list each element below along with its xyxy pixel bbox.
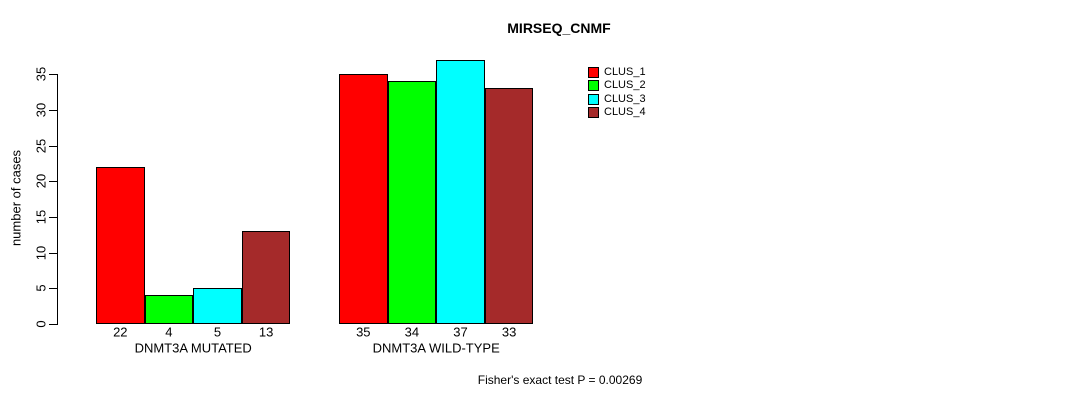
y-tick [49,145,57,147]
bar-value-label: 37 [453,324,468,340]
legend-item: CLUS_1 [588,66,646,79]
bar-value-label: 5 [213,324,222,340]
bar-value-label: 35 [356,324,371,340]
bar [96,166,145,324]
bar [144,295,194,324]
legend-swatch [588,67,599,79]
y-tick [49,109,57,111]
y-tick-label: 10 [33,245,49,260]
y-tick-label: 5 [33,284,49,292]
y-tick [49,74,57,76]
bar-value-label: 33 [501,324,517,340]
y-tick-label: 0 [33,320,49,328]
bar-value-label: 22 [113,324,128,340]
legend-label: CLUS_3 [604,92,646,105]
legend-item: CLUS_3 [588,93,646,106]
y-tick-label: 35 [33,66,49,82]
y-axis-line [57,74,58,325]
legend-swatch [588,93,599,105]
chart-title: MIRSEQ_CNMF [507,20,611,36]
legend-item: CLUS_4 [588,106,646,119]
y-tick [49,216,57,218]
y-tick [49,288,57,290]
legend-swatch [588,107,599,119]
legend-swatch [588,80,599,92]
bar-value-label: 34 [404,324,420,340]
bar [241,231,291,324]
legend-label: CLUS_2 [604,79,646,92]
bar [193,288,242,324]
bar-value-label: 4 [165,324,173,340]
bar-value-label: 13 [258,324,274,340]
y-tick [49,181,57,183]
legend-label: CLUS_1 [604,66,646,79]
bar [484,88,534,324]
legend-label: CLUS_4 [604,106,646,119]
legend-item: CLUS_2 [588,79,646,92]
y-tick-label: 25 [33,138,49,153]
y-tick-label: 15 [33,209,49,225]
bar [387,81,437,324]
y-tick [49,324,57,325]
bar [339,74,388,324]
x-group-label: DNMT3A MUTATED [134,340,252,356]
bar [436,59,485,324]
x-group-label: DNMT3A WILD-TYPE [372,340,500,356]
fisher-test-annotation: Fisher's exact test P = 0.00269 [477,373,643,387]
y-tick-label: 30 [33,102,49,118]
legend: CLUS_1 CLUS_2 CLUS_3 CLUS_4 [588,66,646,119]
y-tick-label: 20 [33,173,49,189]
y-tick [49,252,57,254]
